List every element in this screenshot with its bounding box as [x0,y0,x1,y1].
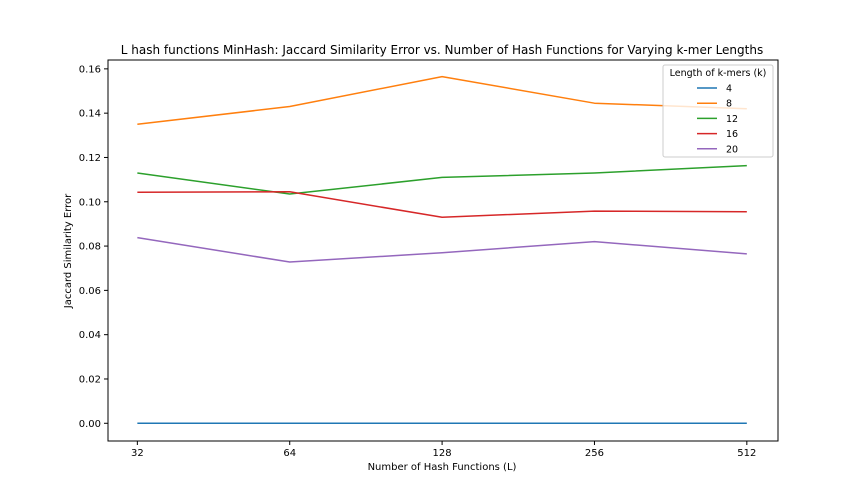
y-tick-label: 0.10 [79,197,101,208]
x-axis: 32 64 128 256 512 [131,441,756,459]
legend-title: Length of k-mers (k) [670,68,767,79]
series-line-k8 [137,75,747,125]
series-lines [137,75,747,425]
y-axis-label: Jaccard Similarity Error [63,193,74,309]
legend-entry-label: 8 [726,99,732,110]
x-tick-label: 64 [283,448,296,459]
y-tick-label: 0.08 [79,242,101,253]
legend-box [662,64,774,158]
y-tick-label: 0.00 [79,419,101,430]
legend-entry-label: 12 [726,114,738,125]
series-line-k16 [137,191,747,219]
legend-entry-label: 16 [726,129,738,140]
legend: Length of k-mers (k) 4 8 12 16 20 [662,64,774,158]
y-tick-label: 0.02 [79,374,101,385]
chart-title: L hash functions MinHash: Jaccard Simila… [121,43,763,57]
legend-entries: 4 8 12 16 20 [697,84,738,155]
y-tick-label: 0.14 [79,109,101,120]
y-tick-label: 0.12 [79,153,101,164]
y-axis: 0.00 0.02 0.04 0.06 0.08 0.10 0.12 0.14 0.16 [79,64,108,430]
y-tick-label: 0.06 [79,286,101,297]
legend-entry-label: 4 [726,84,732,95]
series-line-k20 [137,236,747,263]
plot-area-frame [107,59,779,442]
legend-entry-label: 20 [726,144,738,155]
x-tick-label: 32 [131,448,144,459]
x-axis-label: Number of Hash Functions (L) [368,462,517,473]
x-tick-label: 512 [737,448,756,459]
x-tick-label: 128 [433,448,452,459]
x-tick-label: 256 [585,448,604,459]
series-line-k12 [137,164,747,195]
y-tick-label: 0.16 [79,64,101,75]
y-tick-label: 0.04 [79,330,101,341]
